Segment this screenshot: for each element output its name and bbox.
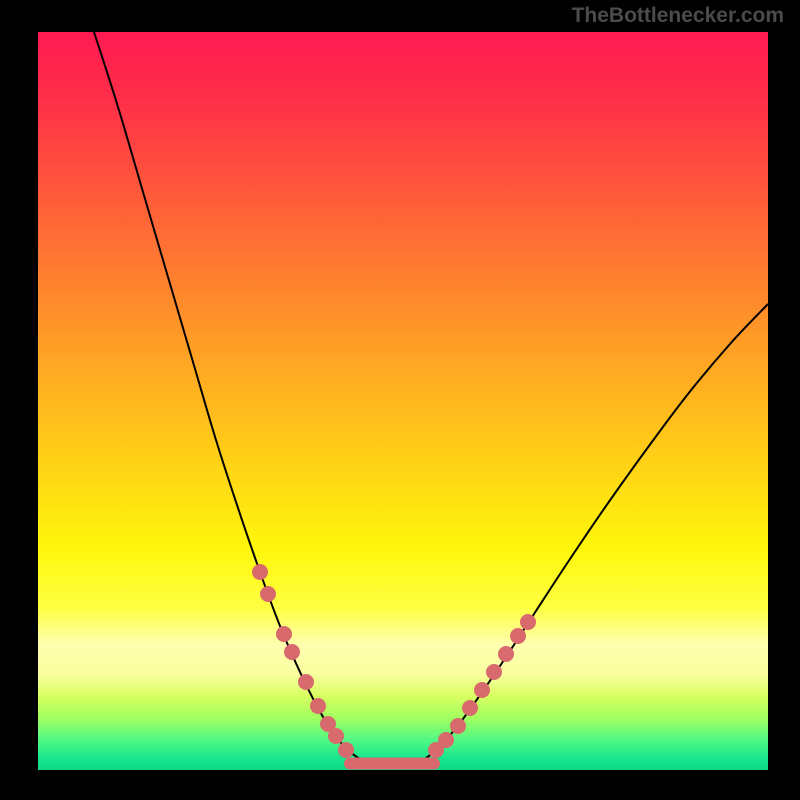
data-point [510,628,526,644]
data-point [486,664,502,680]
watermark: TheBottlenecker.com [572,4,784,28]
data-point [462,700,478,716]
data-point [338,742,354,758]
data-point [284,644,300,660]
data-point [498,646,514,662]
data-point [450,718,466,734]
plot-area [38,32,768,770]
data-point [276,626,292,642]
data-point [310,698,326,714]
data-point [438,732,454,748]
data-point [520,614,536,630]
curve-right [408,304,768,767]
data-point [252,564,268,580]
data-point [474,682,490,698]
data-point [298,674,314,690]
curve-left [94,32,378,767]
curves-svg [38,32,768,770]
data-point [328,728,344,744]
data-point [260,586,276,602]
